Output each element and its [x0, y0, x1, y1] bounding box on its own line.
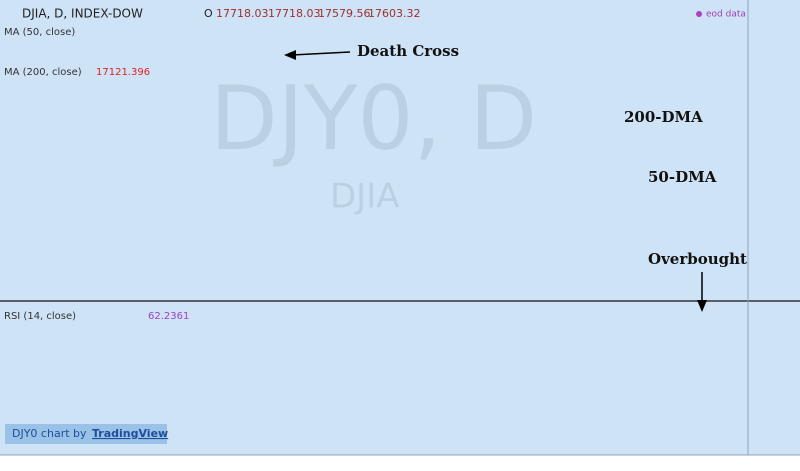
rsi-legend-value: 62.2361: [148, 311, 189, 322]
credit-text: DJY0 chart by: [12, 427, 87, 440]
legend-ma200: MA (200, close): [4, 67, 82, 78]
arrow-shaft: [291, 51, 351, 56]
credit-box: [5, 424, 167, 444]
watermark-symbol: DJIA: [330, 177, 400, 217]
ohlc-label: O: [204, 7, 213, 20]
arrow-head: [284, 50, 296, 60]
annotation-death-cross: Death Cross: [357, 42, 459, 60]
annotation-overbought: Overbought: [648, 250, 747, 268]
arrow-head: [697, 300, 707, 312]
symbol-title: DJIA, D, INDEX-DOW: [22, 7, 143, 21]
legend-ma50: MA (50, close): [4, 27, 75, 38]
eod-dot: [696, 11, 702, 17]
ohlc-open: 17718.03: [216, 7, 269, 20]
credit-link[interactable]: TradingView: [92, 427, 168, 440]
watermark: DJY0, D: [210, 67, 537, 170]
ohlc-low: 17579.56: [318, 7, 371, 20]
annotation-50dma: 50-DMA: [648, 168, 717, 186]
legend-ma200-value: 17121.396: [96, 67, 150, 78]
rsi-legend: RSI (14, close): [4, 311, 76, 322]
eod-label: eod data: [706, 10, 746, 20]
ohlc-high: 17718.03: [268, 7, 321, 20]
time-axis-bg: [0, 455, 800, 471]
annotation-200dma: 200-DMA: [624, 108, 703, 126]
watermark-group: DJY0, D DJIA: [210, 67, 537, 217]
ohlc-close: 17603.32: [368, 7, 421, 20]
